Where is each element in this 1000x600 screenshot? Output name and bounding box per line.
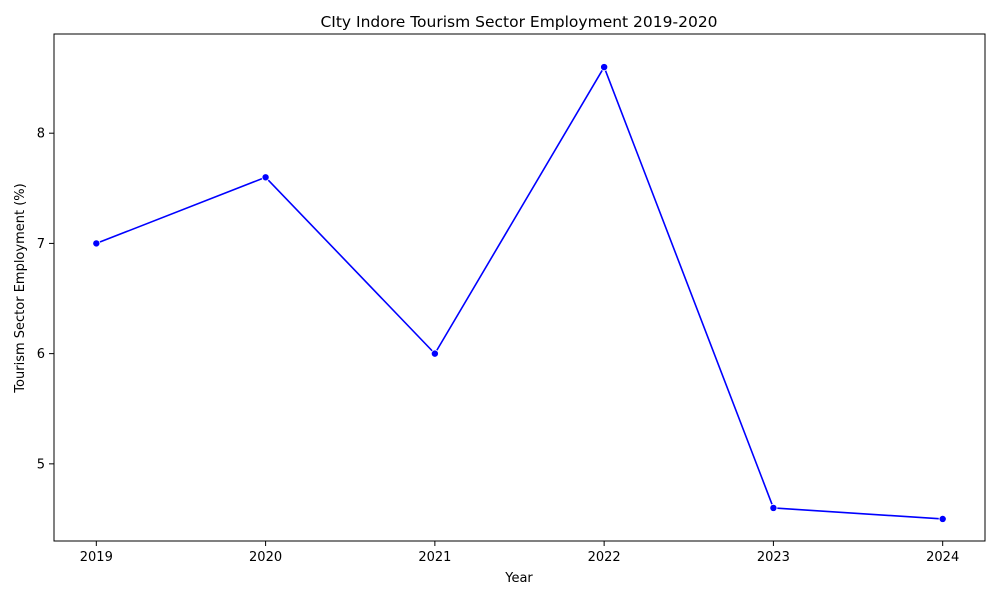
y-tick-label: 7 [37, 237, 45, 252]
y-tick-label: 5 [37, 457, 45, 472]
x-tick-label: 2023 [757, 550, 790, 565]
x-tick-label: 2021 [418, 550, 451, 565]
data-point [92, 239, 101, 248]
y-tick-label: 8 [37, 127, 45, 142]
data-point [769, 503, 778, 512]
data-point [600, 63, 609, 72]
data-point [430, 349, 439, 358]
plot-area-frame [53, 33, 986, 542]
chart-title: CIty Indore Tourism Sector Employment 20… [320, 13, 717, 31]
x-axis-title: Year [504, 571, 533, 586]
data-point [938, 514, 947, 523]
x-tick-label: 2024 [926, 550, 959, 565]
y-axis-title: Tourism Sector Employment (%) [13, 183, 28, 393]
data-point [261, 173, 270, 182]
x-axis-ticks: 2019 2020 2021 2022 2023 2024 [80, 541, 959, 565]
x-tick-label: 2020 [249, 550, 282, 565]
x-tick-label: 2022 [588, 550, 621, 565]
y-tick-label: 6 [37, 347, 45, 362]
y-axis-ticks: 5 6 7 8 [37, 127, 54, 472]
series-layer [92, 63, 947, 523]
x-tick-label: 2019 [80, 550, 113, 565]
series-line [96, 66, 943, 520]
